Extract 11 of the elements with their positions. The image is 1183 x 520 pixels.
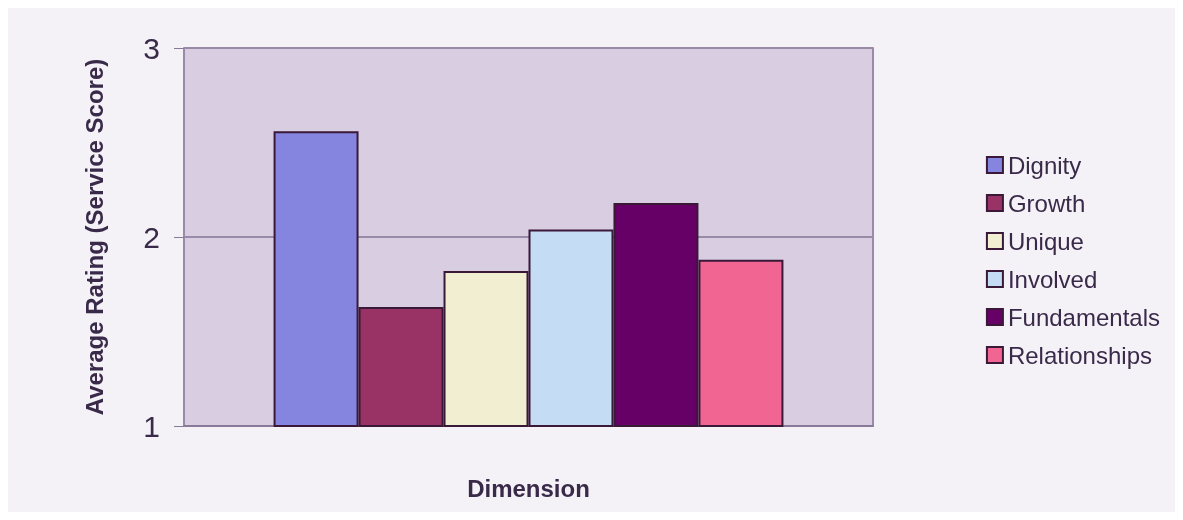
legend-label: Involved	[1007, 265, 1098, 293]
y-axis-title: Average Rating (Service Score)	[80, 58, 108, 416]
legend-label: Relationships	[1007, 341, 1153, 369]
y-tick-label: 3	[143, 31, 160, 65]
legend-label: Fundamentals	[1007, 303, 1161, 331]
y-tick-label: 2	[143, 220, 160, 254]
x-axis-title: Dimension	[467, 474, 590, 502]
y-tick-label: 1	[143, 409, 160, 443]
legend-label: Unique	[1007, 227, 1084, 255]
legend-label: Dignity	[1007, 151, 1082, 179]
legend-label: Growth	[1007, 189, 1086, 217]
